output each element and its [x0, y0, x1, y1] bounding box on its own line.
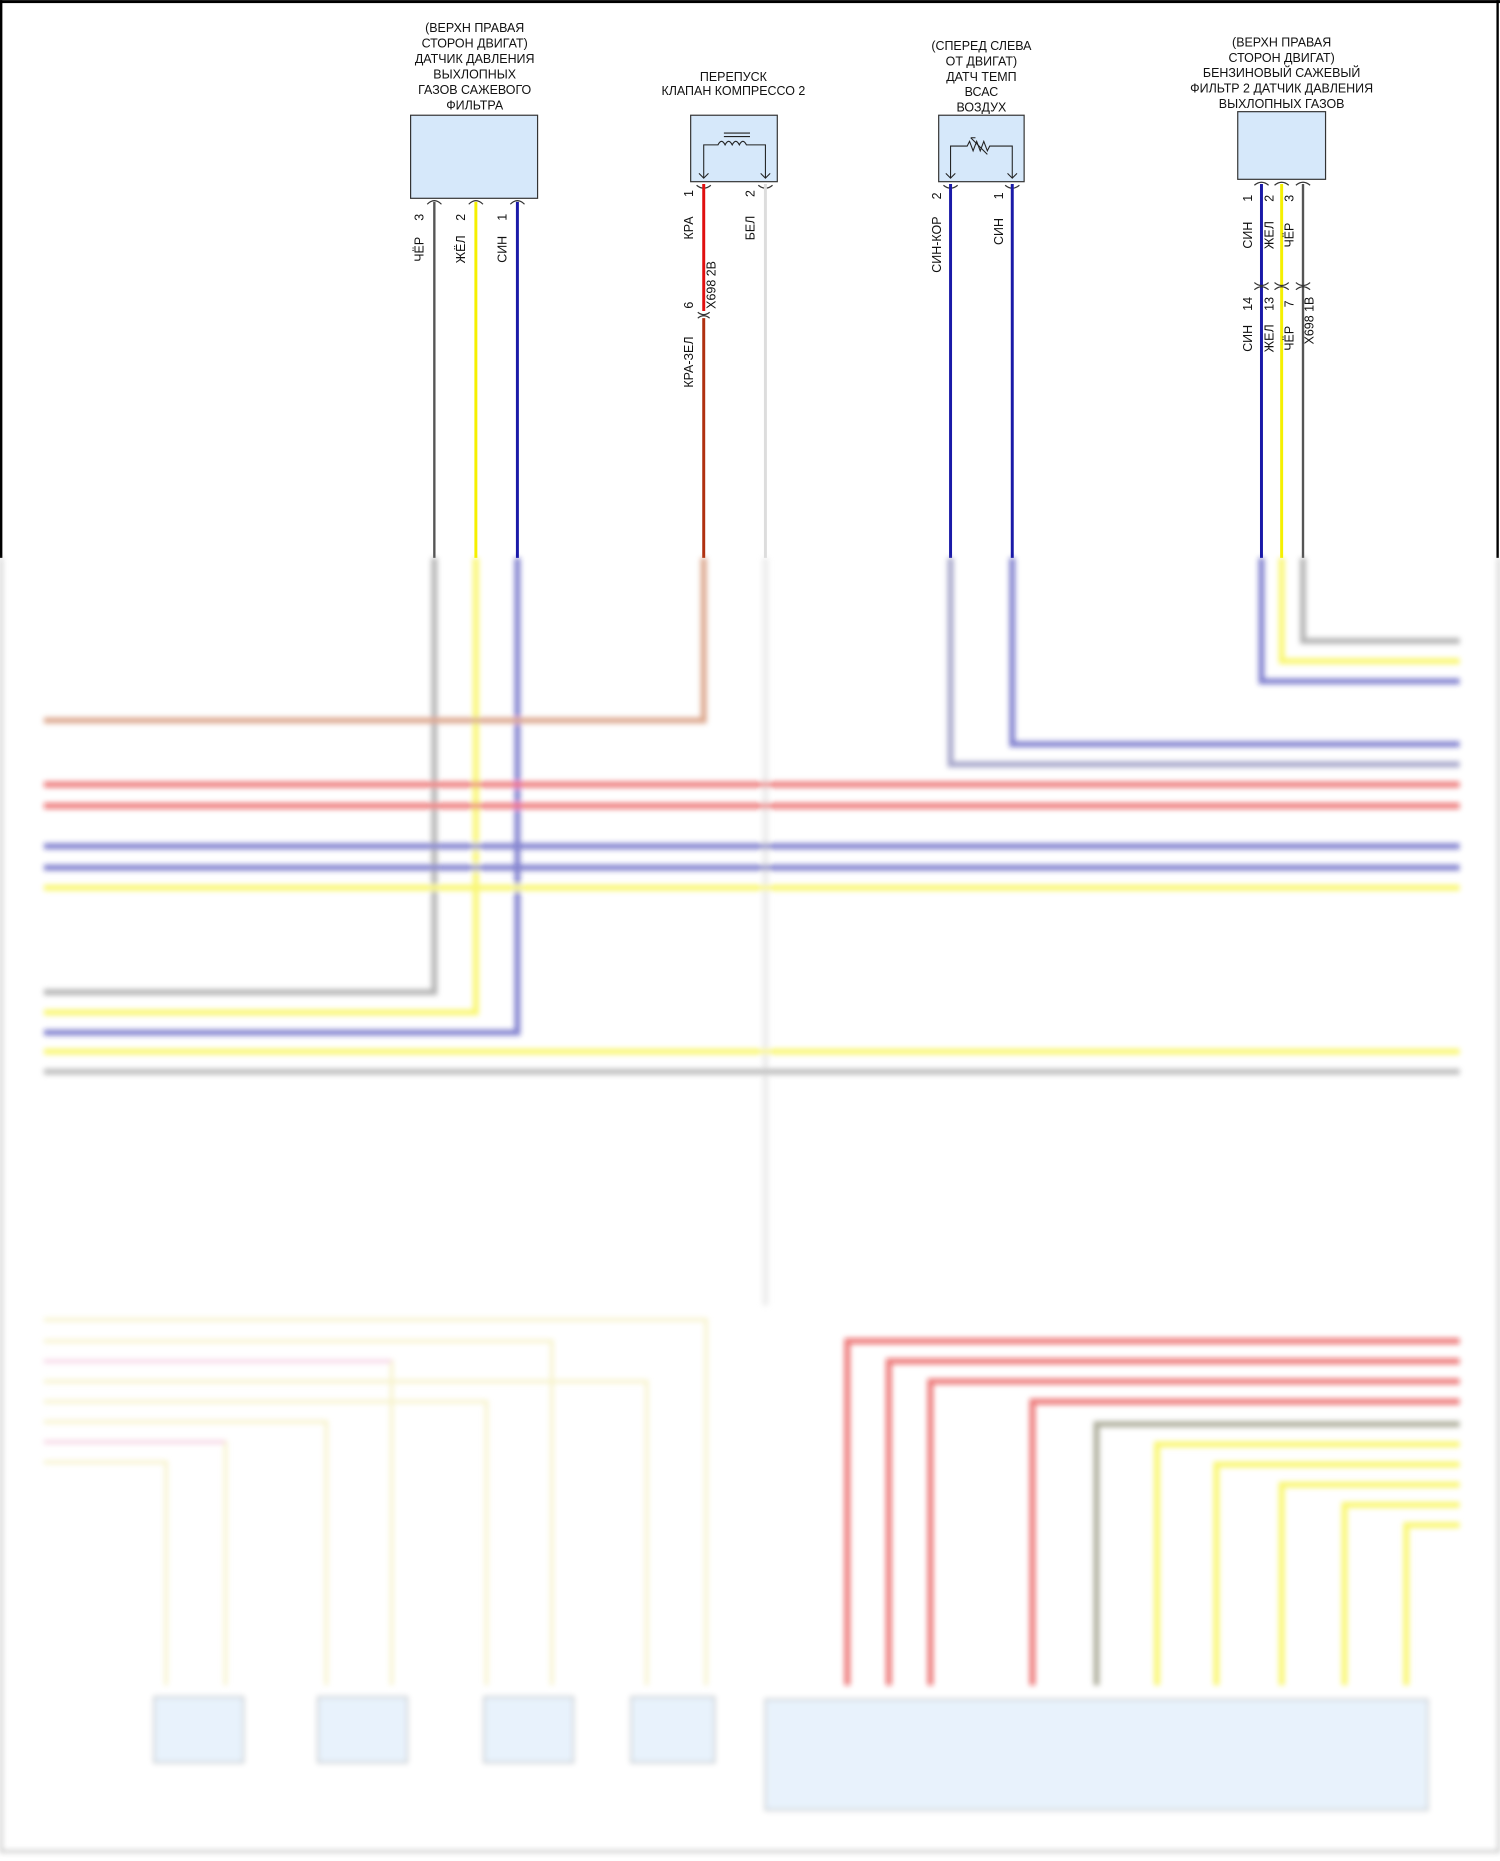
- diagram-label: СИН: [496, 236, 510, 263]
- diagram-label: 1: [496, 214, 510, 221]
- diagram-label: БЕНЗИНОВЫЙ САЖЕВЫЙ: [1203, 65, 1360, 80]
- diagram-label: ВСАС: [965, 85, 999, 99]
- diagram-label: 1: [992, 192, 1006, 199]
- frame-left: [0, 0, 3, 558]
- petrol-particulate-filter-2-pressure-sensor: (ВЕРХН ПРАВАЯ СТОРОН ДВИГАТ) БЕНЗИНОВЫЙ …: [1190, 35, 1373, 558]
- diagram-label: ЖЕЛ: [1262, 221, 1276, 249]
- diagram-label: ЧЁР: [413, 237, 427, 262]
- diagram-label: КРА-ЗЕЛ: [682, 336, 696, 387]
- diagram-label: ВОЗДУХ: [956, 101, 1007, 115]
- diagram-label: 2: [1262, 195, 1276, 202]
- diagram-label: БЕЛ: [744, 216, 758, 241]
- diagram-label: ЖЁЛ: [454, 235, 468, 263]
- compressor-bypass-valve-2: ПЕРЕПУСК КЛАПАН КОМПРЕССО 2 1 КРА 2 БЕЛ …: [661, 70, 805, 558]
- diagram-label: X698 1B: [1303, 297, 1317, 345]
- intake-air-temp-sensor: (СПЕРЕД СЛЕВА ОТ ДВИГАТ) ДАТЧ ТЕМП ВСАС …: [930, 39, 1032, 558]
- diagram-label: ДАТЧИК ДАВЛЕНИЯ: [415, 52, 535, 66]
- diagram-label: КЛАПАН КОМПРЕССО 2: [661, 84, 805, 98]
- diagram-label: (ВЕРХН ПРАВАЯ: [1232, 35, 1331, 49]
- solenoid-coil-icon: [698, 132, 771, 179]
- diagram-label: 1: [682, 190, 696, 197]
- blurred-harness-section: [0, 557, 1500, 1853]
- frame-top: [0, 0, 1500, 4]
- diagram-label: ВЫХЛОПНЫХ ГАЗОВ: [1219, 97, 1345, 111]
- diagram-label: ЖЕЛ: [1262, 324, 1276, 352]
- thermistor-icon: [945, 137, 1018, 179]
- diagram-label: 7: [1283, 300, 1297, 307]
- diagram-label: 3: [1283, 195, 1297, 202]
- diagram-label: ГАЗОВ САЖЕВОГО: [418, 83, 531, 97]
- diagram-label: СИН-КОР: [930, 216, 944, 272]
- diagram-label: 2: [930, 192, 944, 199]
- diagram-label: (СПЕРЕД СЛЕВА: [931, 39, 1032, 53]
- diagram-label: СТОРОН ДВИГАТ): [422, 37, 528, 51]
- diagram-label: 13: [1262, 297, 1276, 311]
- diagram-label: 6: [682, 302, 696, 309]
- diagram-label: ФИЛЬТР 2 ДАТЧИК ДАВЛЕНИЯ: [1190, 82, 1373, 96]
- diagram-label: СТОРОН ДВИГАТ): [1229, 51, 1335, 65]
- diagram-label: ЧЁР: [1283, 223, 1297, 248]
- diagram-label: X698 2B: [705, 261, 719, 309]
- diagram-label: ОТ ДВИГАТ): [946, 54, 1017, 68]
- exhaust-pressure-sensor-1: (ВЕРХН ПРАВАЯ СТОРОН ДВИГАТ) ДАТЧИК ДАВЛ…: [410, 21, 539, 558]
- diagram-label: 2: [454, 214, 468, 221]
- diagram-label: 1: [1241, 195, 1255, 202]
- diagram-label: СИН: [1241, 222, 1255, 249]
- diagram-label: 14: [1241, 297, 1255, 311]
- diagram-label: СИН: [1241, 325, 1255, 352]
- diagram-label: 3: [413, 214, 427, 221]
- diagram-label: 2: [744, 190, 758, 197]
- diagram-label: ФИЛЬТРА: [446, 98, 504, 112]
- component-box: [410, 114, 539, 199]
- diagram-label: ВЫХЛОПНЫХ: [433, 67, 516, 81]
- diagram-label: СИН: [992, 218, 1006, 245]
- component-box: [1237, 111, 1327, 180]
- diagram-label: ПЕРЕПУСК: [700, 70, 768, 84]
- component-box: [690, 114, 778, 183]
- diagram-label: ЧЁР: [1283, 326, 1297, 351]
- diagram-label: КРА: [682, 216, 696, 240]
- diagram-label: (ВЕРХН ПРАВАЯ: [425, 21, 524, 35]
- diagram-label: ДАТЧ ТЕМП: [946, 70, 1016, 84]
- frame-right: [1496, 0, 1499, 558]
